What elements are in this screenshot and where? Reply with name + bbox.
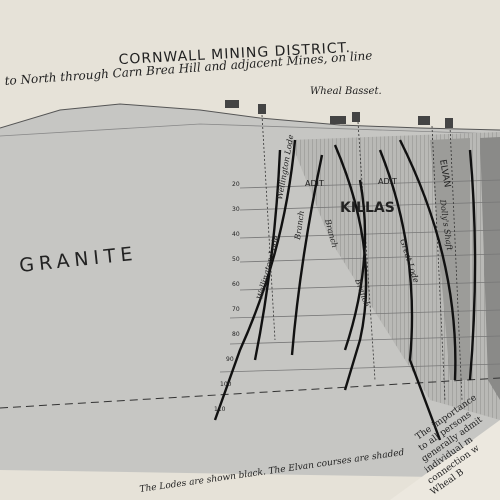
level-labels: 20 30 40 50 60 70 80 90 100 110 [214, 181, 240, 413]
level-label: 90 [226, 356, 234, 363]
mine-buildings [225, 100, 453, 128]
dashed-line [0, 377, 500, 409]
elvan-label: ELVAN [437, 159, 452, 188]
mine-label: Wheal Basset. [310, 86, 382, 97]
killas-label: KILLAS [340, 200, 395, 216]
level-label: 50 [232, 256, 240, 263]
adit-label: ADIT [305, 179, 324, 188]
lode-label: Branch [293, 210, 306, 241]
level-label: 110 [214, 406, 226, 413]
level-label: 40 [232, 231, 240, 238]
level-label: 100 [220, 381, 232, 388]
level-label: 60 [232, 281, 240, 288]
adit-label: ADIT [378, 177, 397, 186]
shafts [261, 114, 463, 401]
granite-top [0, 123, 500, 137]
level-label: 30 [232, 206, 240, 213]
level-label: 80 [232, 331, 240, 338]
lodes [213, 139, 477, 441]
surface-line [0, 103, 500, 131]
level-label: 70 [232, 306, 240, 313]
elvan-band [430, 138, 470, 380]
right-page [390, 420, 500, 500]
level-label: 20 [232, 181, 240, 188]
